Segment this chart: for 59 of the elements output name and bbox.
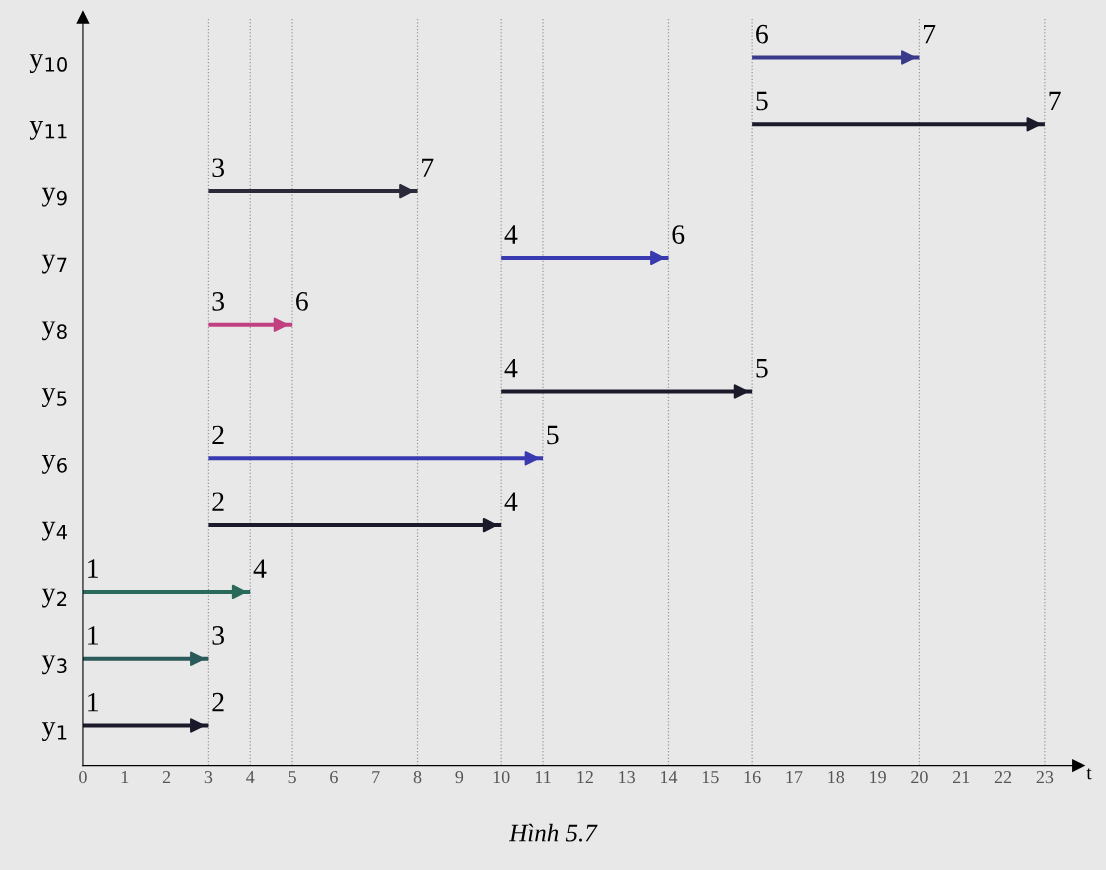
y-tick-label: y$_{5}$ <box>41 388 67 408</box>
annotation: 4 <box>504 358 518 378</box>
x-tick-label: 2 <box>162 771 171 783</box>
y-tick-label: y$_{4}$ <box>41 521 67 541</box>
annotation: 7 <box>422 158 434 177</box>
annotation: 4 <box>253 559 267 578</box>
x-tick-label: 18 <box>828 770 845 784</box>
y-tick-label: y$_{9}$ <box>41 187 67 207</box>
annotation: 5 <box>756 91 768 111</box>
x-tick-label: 13 <box>619 771 635 784</box>
annotation: 5 <box>547 425 559 445</box>
x-tick-label: 0 <box>79 770 87 784</box>
annotation: 1 <box>88 626 98 645</box>
x-axis-title: t <box>1086 768 1092 780</box>
x-tick-label: 12 <box>577 771 593 783</box>
x-tick-label: 15 <box>702 771 719 784</box>
x-tick-label: 4 <box>246 771 255 783</box>
x-tick-label: 19 <box>870 771 886 784</box>
annotation: 6 <box>756 24 768 44</box>
annotation: 3 <box>212 292 224 311</box>
x-tick-label: 9 <box>455 771 464 784</box>
annotation: 7 <box>924 25 936 44</box>
x-tick-label: 17 <box>786 771 803 783</box>
y-tick-label: y$_{1}$ <box>41 722 67 742</box>
x-tick-label: 10 <box>493 770 510 784</box>
x-tick-label: 3 <box>204 771 213 784</box>
x-tick-label: 20 <box>911 770 928 784</box>
y-tick-label: y$_{3}$ <box>41 655 67 675</box>
annotation: 4 <box>504 225 518 244</box>
annotation: 7 <box>1049 91 1061 111</box>
annotation: 2 <box>212 425 224 445</box>
x-tick-label: 1 <box>121 771 129 783</box>
x-tick-label: 21 <box>953 771 970 783</box>
y-tick-label: y$_{10}$ <box>29 54 67 73</box>
annotation: 2 <box>212 492 224 511</box>
y-tick-label: y$_{2}$ <box>41 588 67 608</box>
annotation: 3 <box>212 158 224 178</box>
x-tick-label: 6 <box>330 771 338 784</box>
x-tick-label: 5 <box>288 771 296 784</box>
annotation: 6 <box>296 292 308 311</box>
annotation: 1 <box>88 692 98 712</box>
annotation: 2 <box>212 692 224 712</box>
annotation: 5 <box>756 359 768 378</box>
x-tick-label: 23 <box>1036 771 1054 784</box>
y-tick-label: y$_{8}$ <box>41 321 67 341</box>
y-tick-label: y$_{6}$ <box>41 455 67 474</box>
annotation: 3 <box>212 626 224 645</box>
y-tick-label: y$_{7}$ <box>41 254 67 274</box>
annotation: 6 <box>672 225 685 244</box>
annotation: 4 <box>504 492 518 511</box>
text: Hình 5.7 <box>508 823 598 842</box>
x-tick-label: 8 <box>413 770 422 784</box>
x-tick-label: 11 <box>535 771 551 783</box>
x-tick-label: 14 <box>661 771 678 783</box>
x-tick-label: 22 <box>994 771 1012 783</box>
y-tick-label: y$_{11}$ <box>29 121 67 140</box>
annotation: 1 <box>88 559 98 578</box>
x-tick-label: 7 <box>372 771 380 783</box>
x-tick-label: 16 <box>744 771 761 784</box>
